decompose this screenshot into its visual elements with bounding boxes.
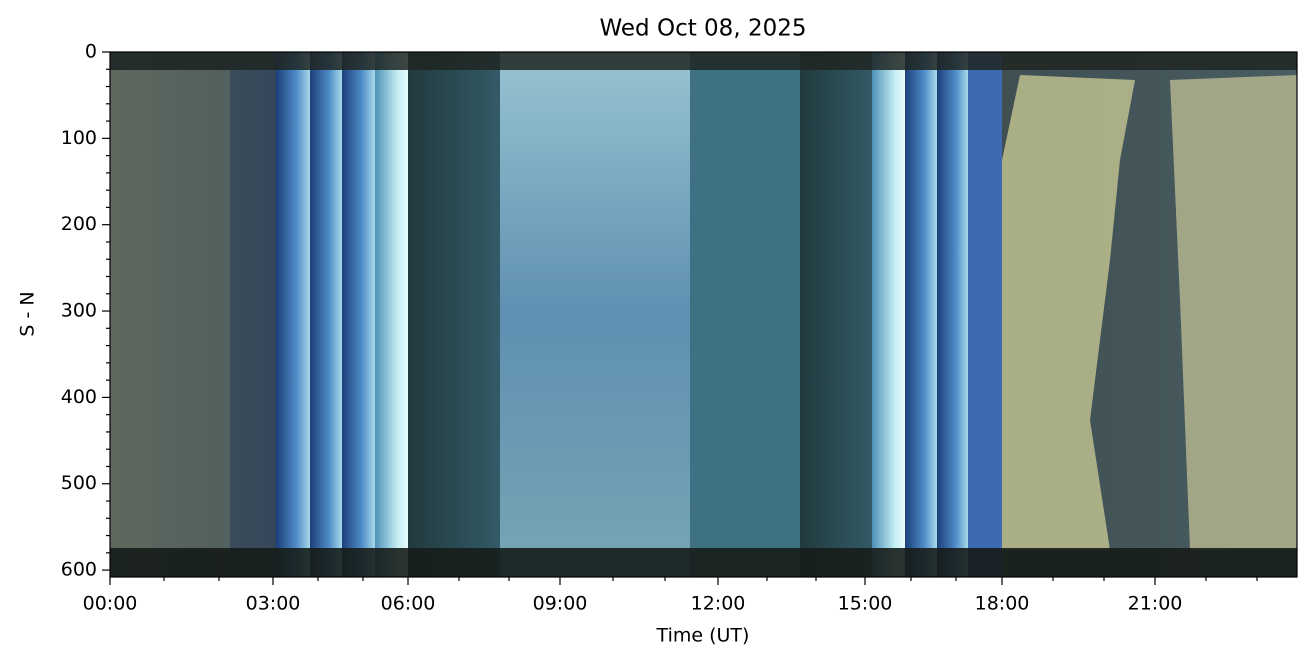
y-axis-label: S - N bbox=[17, 291, 39, 336]
x-tick-label: 03:00 bbox=[246, 593, 301, 615]
x-tick-label: 06:00 bbox=[381, 593, 436, 615]
keogram-image bbox=[110, 52, 1297, 577]
y-tick-label: 100 bbox=[61, 127, 97, 149]
x-tick-label: 21:00 bbox=[1128, 593, 1183, 615]
y-tick-label: 300 bbox=[61, 300, 97, 322]
y-tick-label: 600 bbox=[61, 559, 97, 581]
x-tick-label: 09:00 bbox=[533, 593, 588, 615]
y-tick-label: 0 bbox=[85, 41, 97, 63]
chart-title: Wed Oct 08, 2025 bbox=[600, 16, 807, 42]
plot-frame bbox=[109, 51, 1298, 578]
x-tick-label: 18:00 bbox=[975, 593, 1030, 615]
y-tick-label: 500 bbox=[61, 472, 97, 494]
y-tick-label: 200 bbox=[61, 213, 97, 235]
x-tick-label: 00:00 bbox=[83, 593, 138, 615]
y-tick-label: 400 bbox=[61, 386, 97, 408]
x-tick-label: 12:00 bbox=[691, 593, 746, 615]
x-tick-label: 15:00 bbox=[838, 593, 893, 615]
x-axis-label: Time (UT) bbox=[656, 625, 750, 647]
